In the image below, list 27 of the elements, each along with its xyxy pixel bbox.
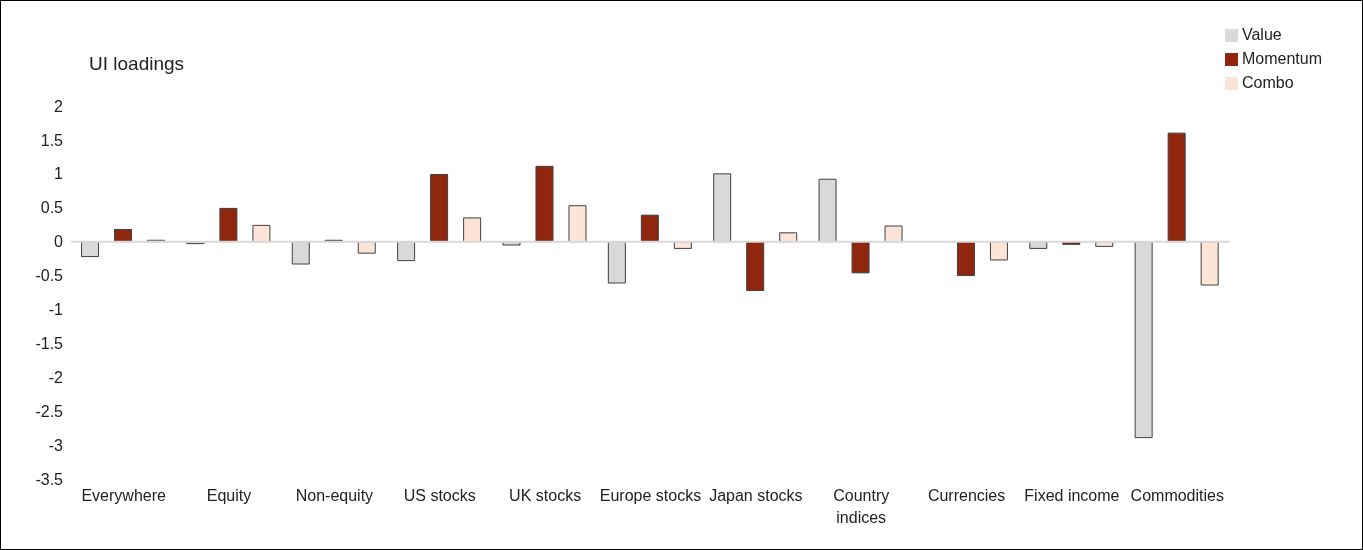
y-tick-label: 1 <box>54 165 64 183</box>
y-tick-label: -2 <box>48 368 64 386</box>
x-tick-label: Europe stocks <box>599 487 702 504</box>
x-tick-label: Everywhere <box>81 487 167 504</box>
chart-title: UI loadings <box>89 53 185 75</box>
x-tick-label: Equity <box>206 487 252 504</box>
legend-label: Combo <box>1241 74 1294 91</box>
y-tick-label: -0.5 <box>35 267 64 285</box>
legend-label: Momentum <box>1241 50 1322 67</box>
y-tick-label: -3.5 <box>35 470 64 488</box>
y-tick-label: 1.5 <box>40 131 64 149</box>
x-tick-label: Commodities <box>1130 487 1224 504</box>
y-tick-label: -3 <box>48 436 64 454</box>
y-tick-label: -1 <box>48 301 64 319</box>
x-tick-label: US stocks <box>403 487 476 504</box>
y-tick-label: 2 <box>54 97 64 115</box>
x-tick-label: Currencies <box>927 487 1006 504</box>
x-tick-label: UK stocks <box>509 487 582 504</box>
x-tick-label: Fixed income <box>1024 487 1120 504</box>
y-tick-label: 0.5 <box>40 199 64 217</box>
y-tick-label: -1.5 <box>35 335 64 353</box>
x-tick-label: Country indices <box>833 487 890 526</box>
x-tick-label: Japan stocks <box>709 487 803 504</box>
y-tick-label: -2.5 <box>35 402 64 420</box>
y-tick-label: 0 <box>54 233 64 251</box>
legend-label: Value <box>1241 26 1282 43</box>
x-tick-label: Non-equity <box>295 487 374 504</box>
